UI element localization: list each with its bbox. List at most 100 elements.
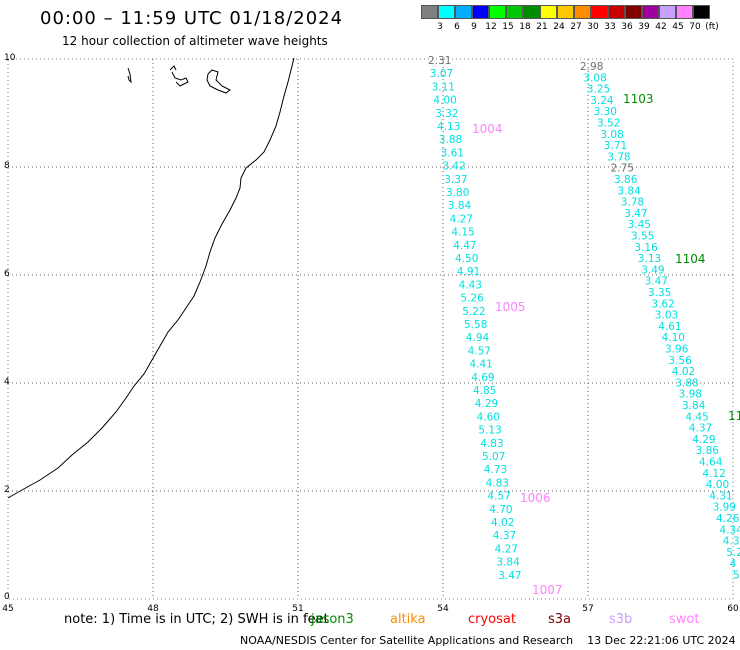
swh-value: 3.24 [590,95,614,107]
swh-value: 2.31 [428,55,451,67]
swh-value: 3.84 [682,400,706,412]
x-axis-label: 60 [727,604,739,614]
track-id-label: 1005 [495,300,526,314]
legend-swatch [659,5,676,19]
swh-value: 4.13 [437,121,460,133]
swh-value: 4.69 [471,372,494,384]
swh-value: 3.08 [583,72,606,84]
note-text: note: 1) Time is in UTC; 2) SWH is in fe… [64,612,329,627]
swh-value: 3.62 [651,298,674,310]
swh-value: 3.30 [594,106,617,118]
legend-label: 18 [519,22,531,32]
swh-value: 4.27 [495,543,518,555]
page-title: 00:00 – 11:59 UTC 01/18/2024 [40,8,344,29]
legend-swatch [421,5,438,19]
swh-value: 3.88 [675,377,698,389]
legend-label: 33 [604,22,616,32]
legend-swatch [625,5,642,19]
swh-value: 3.84 [448,200,472,212]
swh-value: 4.61 [658,321,681,333]
y-axis-label: 2 [4,485,10,495]
track-id-label: 1104 [675,252,706,266]
swh-value: 4.29 [475,398,498,410]
swh-value: 4.29 [692,434,715,446]
satellite-name: jason3 [311,612,354,627]
swh-value: 3.49 [641,264,664,276]
swh-value: 3.86 [614,174,638,186]
legend-swatch [608,5,625,19]
swh-value: 3.88 [439,134,462,146]
legend-label: 24 [553,22,565,32]
swh-value: 3.08 [600,129,623,141]
satellite-name: cryosat [468,612,516,627]
plot-frame [7,58,734,600]
swh-value: 3.11 [432,81,455,93]
swh-value: 5.2 [726,547,740,559]
legend-swatch [472,5,489,19]
legend-label: 27 [570,22,582,32]
satellite-name: altika [390,612,426,627]
legend-swatch [506,5,523,19]
credit-text: NOAA/NESDIS Center for Satellite Applica… [240,634,574,647]
legend-swatch [574,5,591,19]
legend-label: (ft) [705,22,719,32]
swh-value: 4.83 [486,477,509,489]
swh-value: 3.37 [444,174,467,186]
legend-label: 6 [454,22,460,32]
legend-swatch [642,5,659,19]
swh-value: 5 [733,570,740,582]
swh-value: 4.83 [480,438,503,450]
swh-value: 4 [730,558,737,570]
swh-tracks: 2.313.073.114.003.324.133.883.613.423.37… [428,55,740,582]
swh-value: 3.13 [638,253,661,265]
swh-value: 3.47 [498,570,521,582]
legend-label: 12 [485,22,497,32]
track-id-label: 1007 [532,583,563,597]
timestamp-text: 13 Dec 22:21:06 UTC 2024 [587,634,736,647]
legend-label: 21 [536,22,548,32]
track-id-label: 1103 [623,92,654,106]
swh-value: 3.78 [621,197,644,209]
satellite-name: swot [669,612,700,627]
swh-value: 4.57 [487,491,510,503]
legend-swatch [455,5,472,19]
swh-value: 3.47 [624,208,647,220]
track-id-label: 11 [728,409,740,423]
swh-value: 4.60 [477,411,500,423]
swh-value: 4.47 [453,240,476,252]
legend-swatch [676,5,693,19]
legend-label: 42 [655,22,667,32]
x-axis-label: 51 [292,604,303,614]
swh-value: 3.86 [696,445,720,457]
satellite-name: s3b [609,612,633,627]
swh-value: 4.37 [493,530,516,542]
swh-value: 3.52 [597,118,620,130]
swh-value: 4.85 [473,385,496,397]
swh-value: 4.37 [689,423,712,435]
x-axis-label: 48 [147,604,159,614]
swh-value: 3.99 [713,502,736,514]
swh-value: 4.41 [469,359,492,371]
island-b [169,65,189,87]
swh-value: 4.91 [457,266,480,278]
swh-value: 4.02 [491,517,514,529]
track-id-label: 1004 [472,122,503,136]
legend-label: 45 [672,22,684,32]
legend-label: 39 [638,22,650,32]
swh-value: 3.84 [617,185,641,197]
legend-label: 9 [471,22,477,32]
x-axis-label: 45 [2,604,13,614]
swh-value: 4.64 [699,457,723,469]
swh-value: 4.02 [672,366,695,378]
coastline [7,57,295,499]
swh-value: 4.00 [433,95,456,107]
swh-value: 5.22 [462,306,485,318]
swh-value: 3.96 [665,344,689,356]
legend-swatch [438,5,455,19]
island-a [127,67,132,84]
island-c [206,69,231,94]
swh-value: 4.26 [716,513,740,525]
satellite-name: s3a [548,612,572,627]
